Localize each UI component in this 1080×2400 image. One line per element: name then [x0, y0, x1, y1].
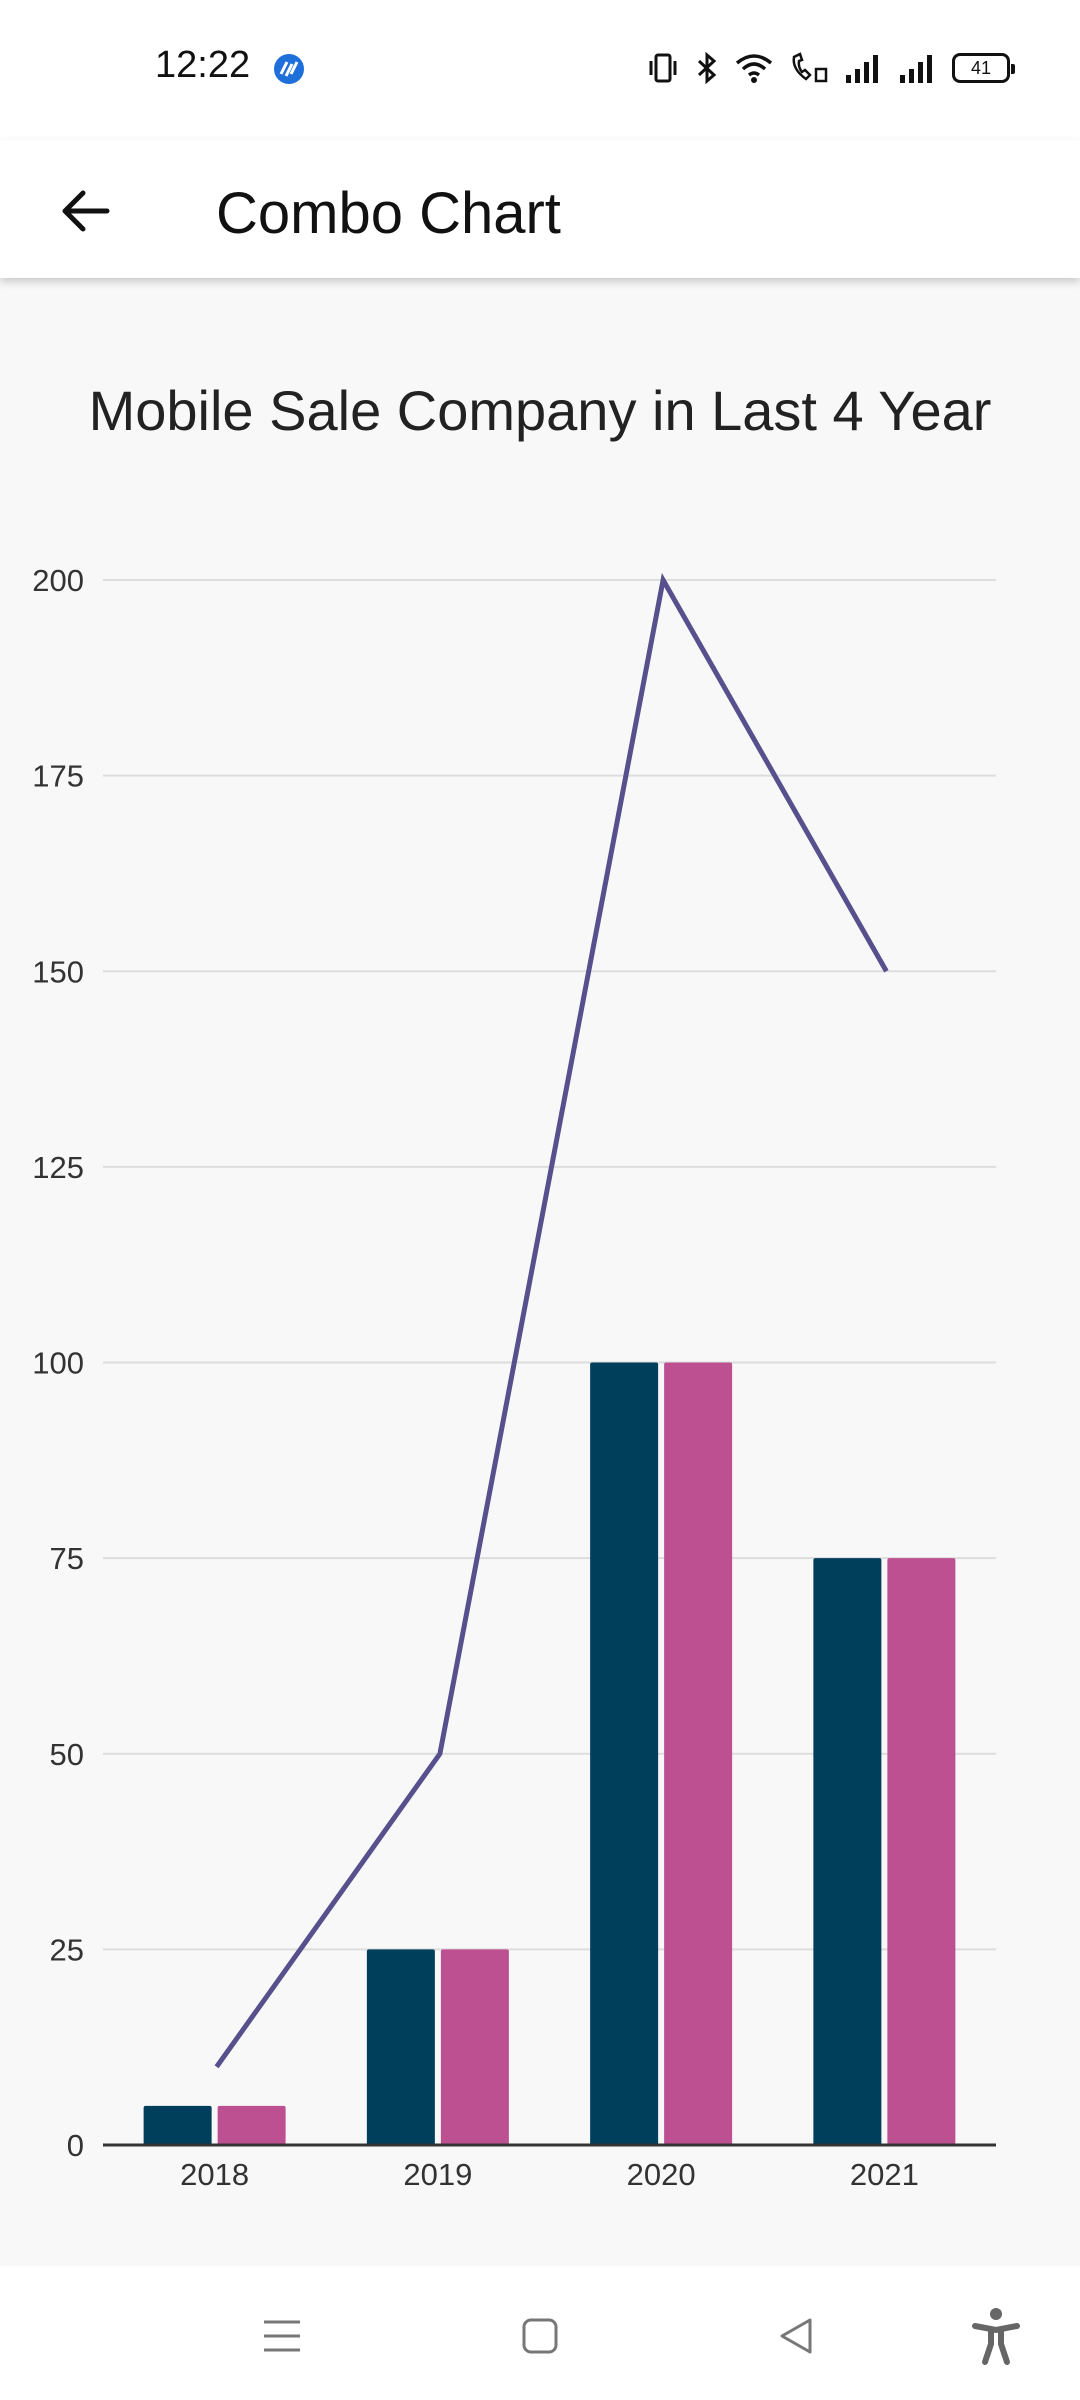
signal-icon	[846, 55, 878, 83]
bar	[887, 1558, 956, 2145]
y-tick-label: 100	[32, 1346, 84, 1381]
y-tick-label: 175	[32, 759, 84, 794]
y-tick-label: 25	[50, 1932, 84, 1967]
vibrate-icon	[649, 53, 677, 83]
signal-icon	[900, 55, 932, 83]
bar	[590, 1362, 659, 2145]
status-icons: 41	[646, 46, 1015, 90]
combo-chart: 0 25 50 75 100 125 150 175 200 2018 2019 2020 2021	[32, 563, 996, 2192]
navigation-bar	[0, 2266, 1080, 2400]
home-button[interactable]	[500, 2296, 580, 2376]
y-tick-label: 150	[32, 954, 84, 989]
battery-icon: 41	[952, 53, 1015, 83]
line-series	[214, 572, 889, 2069]
x-tick-label: 2020	[627, 2157, 696, 2192]
y-tick-label: 200	[32, 563, 84, 598]
y-tick-label: 50	[50, 1737, 84, 1772]
bar	[217, 2105, 286, 2145]
y-tick-label: 0	[67, 2128, 84, 2163]
y-tick-label: 75	[50, 1541, 84, 1576]
bar	[664, 1362, 733, 2145]
home-icon	[522, 2318, 558, 2354]
app-bar: Combo Chart	[0, 140, 1080, 278]
bluetooth-icon	[697, 51, 717, 85]
arrow-left-icon	[62, 190, 110, 232]
wifi-icon	[735, 54, 773, 83]
status-bar: 12:22	[0, 0, 1080, 140]
menu-icon	[264, 2320, 300, 2352]
x-tick-label: 2021	[850, 2157, 919, 2192]
back-icon	[780, 2318, 812, 2354]
nav-back-button[interactable]	[756, 2296, 836, 2376]
wifi-calling-icon	[792, 52, 828, 83]
x-tick-label: 2019	[403, 2157, 472, 2192]
bar	[143, 2105, 212, 2145]
x-tick-label: 2018	[180, 2157, 249, 2192]
bar	[366, 1949, 435, 2145]
bar	[813, 1558, 882, 2145]
accessibility-icon	[972, 2308, 1020, 2365]
app-notification-icon	[274, 54, 304, 84]
battery-level: 41	[970, 57, 992, 78]
menu-button[interactable]	[242, 2296, 322, 2376]
chart-title: Mobile Sale Company in Last 4 Year	[88, 379, 992, 442]
bar	[440, 1949, 509, 2145]
status-time: 12:22	[155, 44, 251, 86]
page-title: Combo Chart	[216, 181, 561, 246]
back-button[interactable]	[40, 166, 130, 256]
accessibility-button[interactable]	[956, 2296, 1036, 2376]
y-tick-label: 125	[32, 1150, 84, 1185]
